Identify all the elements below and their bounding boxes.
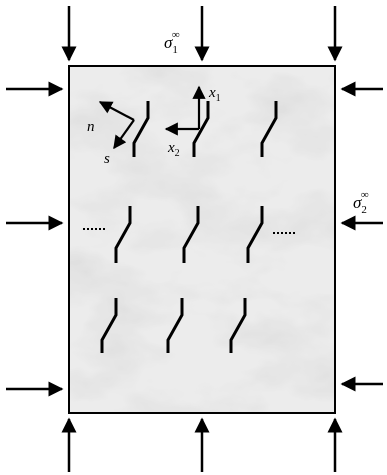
local-axes <box>98 101 135 150</box>
s-axis-arrow <box>113 119 135 150</box>
crack-r3-c2 <box>166 298 184 353</box>
right-load-arrows <box>340 81 383 392</box>
crack-r3-c3 <box>229 298 247 353</box>
bottom-load-arrows <box>61 417 343 472</box>
crack-r3-c1 <box>100 298 118 353</box>
crack-r2-c1 <box>114 206 132 263</box>
crack-r1-c3 <box>260 101 278 157</box>
n-label: n <box>87 119 95 135</box>
left-load-arrows <box>6 81 64 397</box>
x2-label: x2 <box>167 140 180 159</box>
x1-label: x1 <box>208 85 221 104</box>
n-axis-arrow <box>98 101 135 121</box>
crack-r2-c2 <box>182 206 200 263</box>
crack-r1-c1 <box>132 101 150 157</box>
sigma1-label: σ1∞ <box>164 29 180 56</box>
s-label: s <box>104 151 110 167</box>
top-load-arrows <box>61 6 343 62</box>
crack-r2-c3 <box>246 206 264 263</box>
global-axes <box>164 85 206 136</box>
sigma2-label: σ2∞ <box>353 189 369 216</box>
rock-specimen <box>68 65 336 414</box>
crack-array <box>100 101 278 353</box>
crack-r1-c2 <box>192 101 210 157</box>
